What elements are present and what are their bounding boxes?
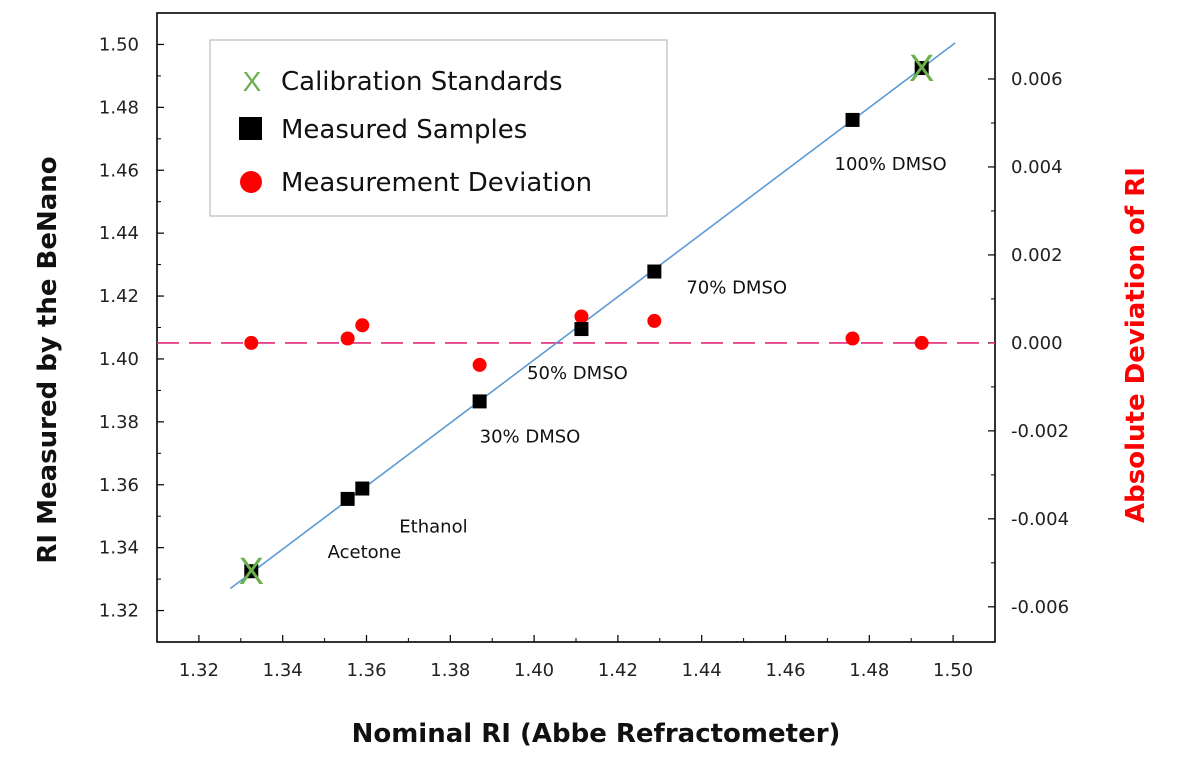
legend-box	[209, 39, 668, 217]
y2-tick-label: 0.006	[1011, 69, 1063, 90]
x-tick-label: 1.48	[849, 660, 889, 681]
deviation-point	[845, 331, 860, 346]
measured-sample-point	[472, 394, 487, 409]
y-tick-label: 1.34	[99, 538, 139, 559]
y-tick-label: 1.38	[99, 412, 139, 433]
y2-tick-label: 0.000	[1011, 333, 1063, 354]
measured-sample-point	[340, 491, 355, 506]
point-annotation: 50% DMSO	[527, 363, 628, 384]
legend-marker-deviation	[240, 171, 262, 193]
point-annotation: 70% DMSO	[686, 278, 787, 299]
point-annotation: Acetone	[328, 542, 402, 563]
x-axis-title: Nominal RI (Abbe Refractometer)	[352, 719, 841, 749]
y2-tick-label: -0.006	[1011, 597, 1069, 618]
deviation-point	[574, 309, 589, 324]
y-tick-label: 1.46	[99, 160, 139, 181]
data-marks: XX	[239, 48, 935, 593]
x-tick-label: 1.36	[346, 660, 386, 681]
calibration-standard-point: X	[909, 48, 934, 90]
axis-ticks: 1.32 1.34 1.36 1.38 1.40 1.42 1.44 1.46 1.48 1.50…	[99, 34, 973, 681]
measured-sample-point	[647, 264, 662, 279]
y-tick-label: 1.40	[99, 349, 139, 370]
y-tick-label: 1.42	[99, 286, 139, 307]
measured-sample-point	[244, 564, 259, 579]
deviation-point	[355, 318, 370, 333]
y2-tick-label: 0.004	[1011, 157, 1063, 178]
point-annotation: 100% DMSO	[835, 154, 947, 175]
y2-tick-label: 0.002	[1011, 245, 1063, 266]
measured-sample-point	[574, 322, 589, 337]
y-tick-label: 1.50	[99, 34, 139, 55]
legend-marker-measured	[239, 117, 262, 140]
legend-label-deviation: Measurement Deviation	[281, 168, 592, 198]
y-tick-label: 1.32	[99, 601, 139, 622]
y-tick-label: 1.44	[99, 223, 139, 244]
legend: X Calibration Standards Measured Samples…	[209, 39, 668, 217]
measured-sample-point	[355, 481, 370, 496]
y-tick-label: 1.48	[99, 97, 139, 118]
point-annotation: 30% DMSO	[480, 426, 581, 447]
y-tick-label: 1.36	[99, 475, 139, 496]
deviation-point	[340, 331, 355, 346]
deviation-point	[472, 357, 487, 372]
calibration-standard-point: X	[239, 551, 264, 593]
x-tick-label: 1.42	[598, 660, 638, 681]
y2-axis-title: Absolute Deviation of RI	[1121, 167, 1151, 523]
y2-tick-label: -0.004	[1011, 509, 1069, 530]
x-tick-label: 1.34	[263, 660, 303, 681]
x-tick-label: 1.46	[765, 660, 805, 681]
deviation-point	[244, 335, 259, 350]
point-annotation: Ethanol	[399, 517, 467, 538]
measured-sample-point	[914, 61, 929, 76]
deviation-point	[647, 313, 662, 328]
legend-label-calibration: Calibration Standards	[281, 67, 563, 97]
measured-sample-point	[845, 112, 860, 127]
legend-label-measured: Measured Samples	[281, 115, 527, 145]
y-axis-title: RI Measured by the BeNano	[33, 156, 63, 563]
deviation-point	[914, 335, 929, 350]
annotations: 100% DMSO 70% DMSO 50% DMSO 30% DMSO Ethanol…	[328, 154, 947, 563]
x-tick-label: 1.50	[933, 660, 973, 681]
x-tick-label: 1.44	[682, 660, 722, 681]
legend-marker-calibration: X	[243, 66, 262, 97]
y2-tick-label: -0.002	[1011, 421, 1069, 442]
x-tick-label: 1.38	[430, 660, 470, 681]
x-tick-label: 1.40	[514, 660, 554, 681]
right-y-axis: -0.006 -0.004 -0.002 0.000 0.002 0.004 0.006	[988, 69, 1069, 618]
x-tick-label: 1.32	[179, 660, 219, 681]
